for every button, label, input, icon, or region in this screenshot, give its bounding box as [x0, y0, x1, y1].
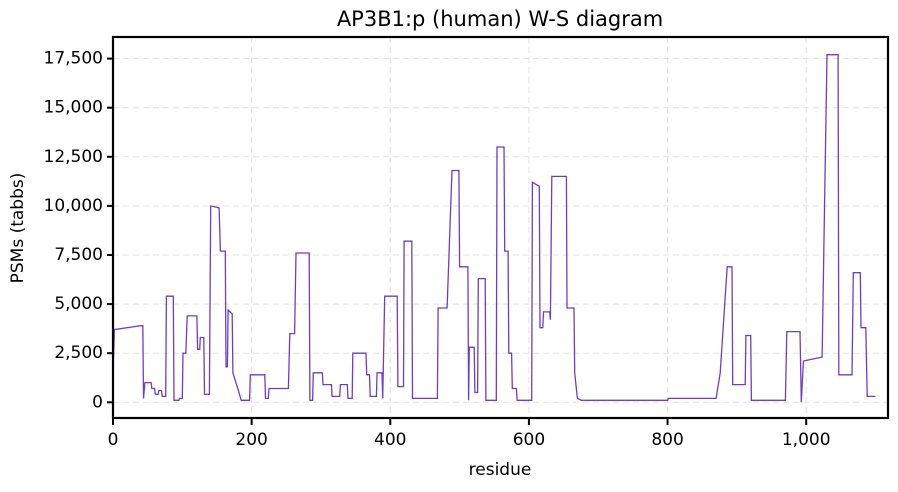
y-tick-label: 2,500 [54, 343, 103, 363]
chart-title: AP3B1:p (human) W-S diagram [337, 7, 663, 31]
y-tick-label: 0 [92, 392, 103, 412]
plot-frame [111, 35, 890, 420]
data-line [112, 54, 876, 403]
y-tick-label: 10,000 [44, 196, 103, 216]
y-tick-label: 17,500 [44, 49, 103, 69]
x-tick-label: 1,000 [782, 430, 831, 450]
x-tick-label: 800 [651, 430, 683, 450]
x-tick-label: 0 [108, 430, 119, 450]
y-axis-label: PSMs (tabbs) [8, 173, 28, 284]
y-tick-label: 12,500 [44, 147, 103, 167]
y-tick-label: 15,000 [44, 98, 103, 118]
x-tick-label: 400 [374, 430, 406, 450]
x-tick-label: 600 [513, 430, 545, 450]
x-tick-label: 200 [235, 430, 267, 450]
x-axis-label: residue [469, 460, 532, 480]
y-tick-label: 7,500 [54, 245, 103, 265]
y-tick-label: 5,000 [54, 294, 103, 314]
